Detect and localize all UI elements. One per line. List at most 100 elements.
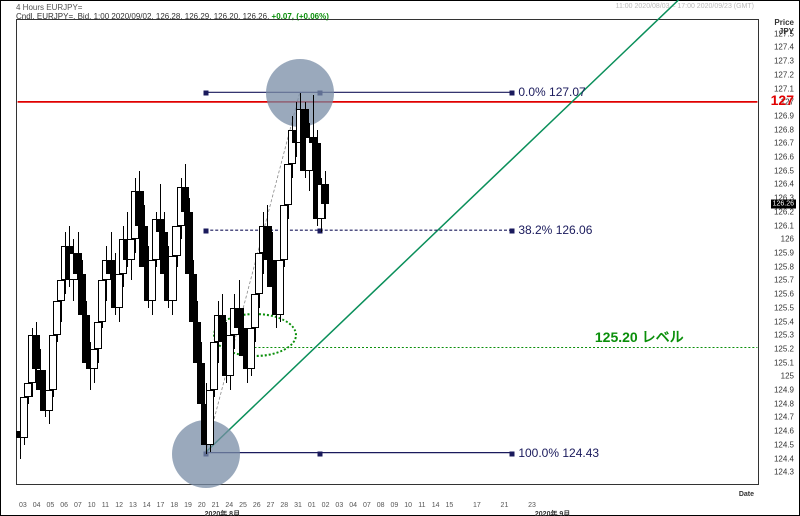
x-axis-tick: 21: [501, 502, 509, 509]
candle-body: [210, 342, 218, 390]
x-axis-tick: 09: [390, 502, 398, 509]
x-axis-tick: 15: [446, 502, 454, 509]
y-axis-tick: 124.6: [774, 427, 794, 436]
candle-body: [82, 315, 90, 363]
candle-body: [32, 335, 40, 369]
y-axis-tick: 125.9: [774, 249, 794, 258]
candle-body: [156, 219, 164, 233]
y-axis-tick: 124.3: [774, 468, 794, 477]
fib-marker: [203, 229, 208, 234]
x-axis-tick: 12: [115, 502, 123, 509]
candle-body: [234, 308, 242, 329]
candle-body: [181, 187, 189, 212]
fib-marker: [510, 452, 515, 457]
candle-body: [73, 253, 81, 274]
x-axis-tick: 11: [418, 502, 425, 509]
y-axis-tick: 125: [781, 372, 794, 381]
y-axis-tick: 124.5: [774, 440, 794, 449]
y-axis-tick: 127.3: [774, 57, 794, 66]
y-axis-tick: 126: [781, 235, 794, 244]
x-axis-tick: 26: [253, 502, 261, 509]
candle-body: [160, 232, 168, 273]
y-axis-tick: 124.8: [774, 399, 794, 408]
candle-body: [247, 328, 255, 369]
fib-marker: [510, 90, 515, 95]
candle-body: [53, 301, 61, 335]
fib-marker: [203, 90, 208, 95]
y-axis-tick: 125.5: [774, 303, 794, 312]
candle-body: [135, 191, 143, 225]
x-axis-tick: 14: [432, 502, 440, 509]
y-axis-tick: 127.5: [774, 29, 794, 38]
fib-level-label: 0.0% 127.07: [518, 85, 585, 99]
x-axis-tick: 01: [308, 502, 316, 509]
x-axis-tick: 06: [60, 502, 68, 509]
fib-marker: [317, 452, 322, 457]
candle-body: [49, 335, 57, 390]
x-axis-tick: 03: [19, 502, 27, 509]
x-axis-tick: 04: [33, 502, 41, 509]
y-axis-tick: 125.7: [774, 276, 794, 285]
x-axis-tick: 14: [143, 502, 151, 509]
candle-body: [321, 184, 329, 203]
candle-body: [148, 260, 156, 301]
y-axis-tick: 126.9: [774, 111, 794, 120]
x-axis-tick: 17: [157, 502, 165, 509]
candle-body: [280, 205, 288, 260]
x-axis-tick: 11: [102, 502, 109, 509]
candle-body: [106, 260, 114, 274]
x-axis-tick: 07: [74, 502, 82, 509]
candle-body: [78, 274, 86, 315]
x-axis-tick: 03: [335, 502, 343, 509]
y-axis-tick: 125.2: [774, 344, 794, 353]
candle-body: [206, 390, 214, 445]
candle-body: [193, 322, 201, 363]
candle-body: [267, 260, 275, 287]
current-price-tag: 126.26: [771, 199, 796, 208]
fib-marker: [510, 229, 515, 234]
fib-level-label: 100.0% 124.43: [518, 446, 599, 460]
candle-body: [139, 226, 147, 267]
green-level-label: 125.20 レベル: [595, 327, 684, 347]
chart-plot-area[interactable]: Price JPY Date 124.3124.4124.5124.6124.7…: [16, 19, 759, 485]
candle-body: [98, 280, 106, 321]
red-level-label: 127: [771, 92, 794, 108]
candle-body: [239, 328, 247, 355]
x-axis-tick: 25: [239, 502, 247, 509]
y-axis-tick: 126.7: [774, 139, 794, 148]
x-axis-tick: 07: [363, 502, 371, 509]
candle-body: [94, 322, 102, 349]
y-axis-tick: 125.4: [774, 317, 794, 326]
candle-body: [115, 274, 123, 308]
x-axis-tick: 05: [46, 502, 54, 509]
candle-body: [263, 226, 271, 260]
x-axis-tick: 31: [294, 502, 302, 509]
y-axis-tick: 126.6: [774, 153, 794, 162]
x-axis-tick: 17: [473, 502, 481, 509]
x-axis-tick: 24: [225, 502, 233, 509]
y-axis-tick: 125.6: [774, 290, 794, 299]
x-axis-tick: 04: [349, 502, 357, 509]
y-axis-tick: 124.7: [774, 413, 794, 422]
x-axis-tick: 23: [528, 502, 536, 509]
candle-body: [276, 260, 284, 315]
candle-body: [168, 256, 176, 301]
y-axis-tick: 126.5: [774, 166, 794, 175]
y-axis-tick: 124.9: [774, 386, 794, 395]
candle-body: [24, 383, 32, 397]
candle-body: [255, 253, 263, 294]
candle-body: [127, 239, 135, 260]
candle-body: [226, 335, 234, 376]
y-axis-tick: 126.1: [774, 221, 794, 230]
y-axis-tick: 124.4: [774, 454, 794, 463]
candle-body: [36, 370, 44, 391]
x-axis-tick: 02: [322, 502, 330, 509]
x-axis-tick: 18: [170, 502, 178, 509]
y-axis-tick: 126.8: [774, 125, 794, 134]
chart-date-range: 11:00 2020/08/03 – 17:00 2020/09/23 (GMT…: [616, 3, 754, 10]
x-axis-tick: 08: [377, 502, 385, 509]
y-axis-tick: 127.4: [774, 43, 794, 52]
x-axis-month-label: 2020年 8月: [205, 509, 240, 516]
x-axis-title: Date: [739, 491, 754, 498]
x-axis-tick: 19: [184, 502, 192, 509]
